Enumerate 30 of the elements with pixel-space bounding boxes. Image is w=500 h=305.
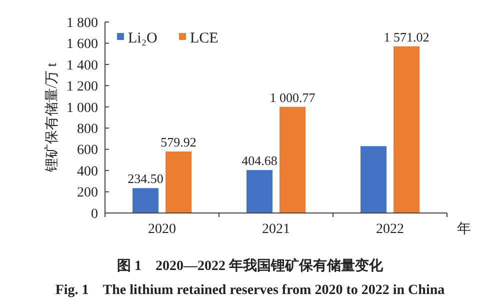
data-label: 234.50 bbox=[128, 171, 164, 186]
text: 图 1 2020—2022 年我国锂矿保有储量变化 bbox=[117, 257, 384, 274]
data-label: 1 000.77 bbox=[270, 90, 316, 105]
y-tick-label: 200 bbox=[77, 186, 98, 201]
y-tick-label: 1 200 bbox=[66, 80, 98, 95]
data-label: 579.92 bbox=[160, 134, 196, 150]
y-tick-label: 0 bbox=[91, 206, 98, 222]
legend-label: LCE bbox=[190, 30, 218, 46]
y-axis-title: 锂矿保有储量/万 t bbox=[44, 62, 60, 174]
bar bbox=[394, 46, 420, 213]
bar bbox=[166, 151, 192, 213]
y-tick-label: 1 400 bbox=[66, 58, 98, 74]
legend-label: Li₂O bbox=[128, 30, 158, 46]
bar bbox=[246, 170, 272, 213]
y-tick-label: 1 600 bbox=[66, 37, 98, 52]
data-label: 404.68 bbox=[242, 153, 278, 168]
y-tick-label: 800 bbox=[77, 122, 98, 138]
y-tick-label: 600 bbox=[77, 143, 98, 158]
data-label: 1 571.02 bbox=[384, 29, 430, 44]
bar bbox=[360, 146, 386, 213]
x-axis-title: 年 bbox=[457, 221, 471, 237]
y-tick-label: 1 000 bbox=[66, 100, 98, 116]
y-tick-label: 1 800 bbox=[66, 16, 98, 31]
x-tick-label: 2021 bbox=[262, 222, 290, 237]
bar bbox=[280, 106, 306, 213]
x-tick-label: 2022 bbox=[376, 222, 404, 237]
x-tick-label: 2020 bbox=[148, 222, 176, 237]
y-tick-label: 400 bbox=[77, 164, 98, 180]
bar bbox=[132, 188, 158, 213]
text: Fig. 1 The lithium retained reserves from 2020 to 2022 in China bbox=[55, 283, 445, 298]
